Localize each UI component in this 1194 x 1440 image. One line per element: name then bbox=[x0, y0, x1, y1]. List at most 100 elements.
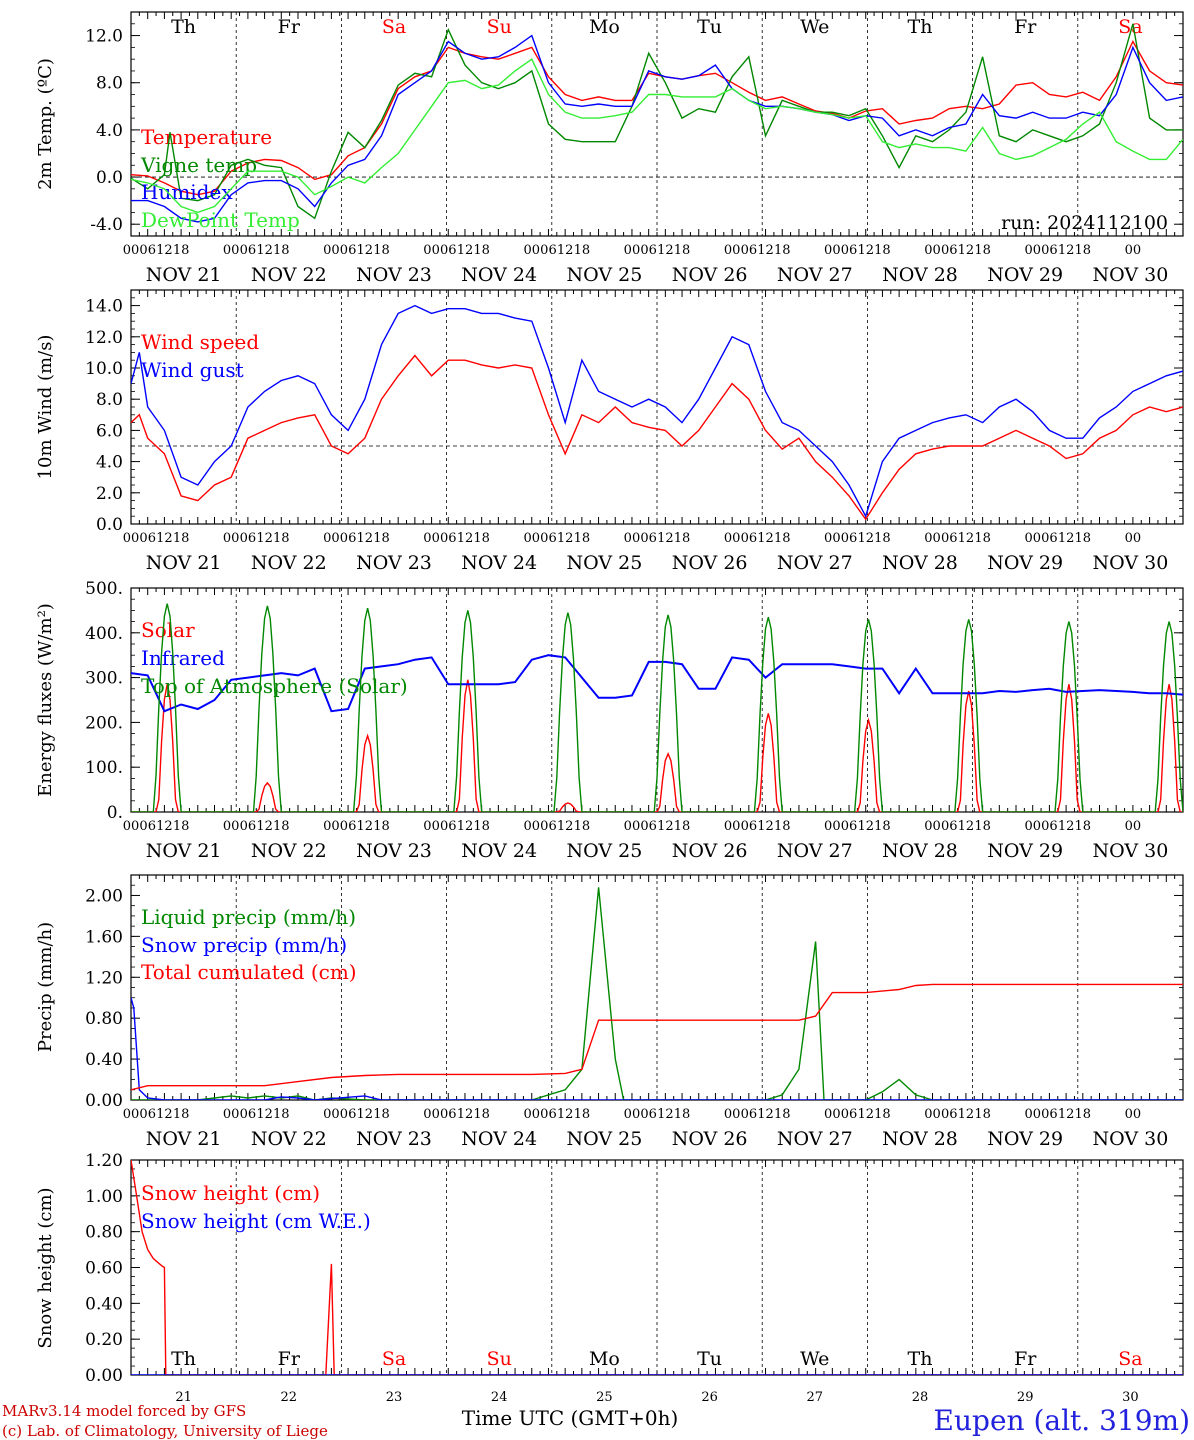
y-tick-label: 4.0 bbox=[96, 121, 123, 141]
hour-tick-label: 12 bbox=[557, 819, 574, 834]
date-label: NOV 22 bbox=[251, 840, 327, 862]
hour-tick-label: 12 bbox=[657, 243, 674, 258]
hour-tick-label: 12 bbox=[657, 531, 674, 546]
day-name-label: We bbox=[800, 1348, 829, 1370]
date-label: NOV 30 bbox=[1092, 552, 1168, 574]
legend-entry: Infrared bbox=[141, 646, 225, 670]
day-name-label: Mo bbox=[589, 16, 620, 38]
y-tick-label: 12.0 bbox=[85, 27, 123, 47]
plot-frame bbox=[130, 11, 1184, 237]
date-label: NOV 23 bbox=[356, 1128, 432, 1150]
date-label: NOV 23 bbox=[356, 840, 432, 862]
day-number-label: 28 bbox=[912, 1390, 929, 1405]
hour-tick-label: 00 bbox=[423, 819, 440, 834]
day-name-label: Tu bbox=[697, 16, 722, 38]
hour-tick-label: 18 bbox=[674, 1107, 691, 1122]
hour-tick-label: 00 bbox=[724, 531, 741, 546]
hour-tick-label: 18 bbox=[974, 531, 991, 546]
day-number-label: 27 bbox=[807, 1390, 824, 1405]
date-label: NOV 28 bbox=[882, 552, 958, 574]
hour-tick-label: 06 bbox=[841, 819, 858, 834]
day-name-label: Fr bbox=[278, 16, 301, 38]
y-tick-label: 2.0 bbox=[96, 484, 123, 504]
hour-tick-label: 12 bbox=[156, 1107, 173, 1122]
y-tick-label: 2.00 bbox=[85, 886, 123, 906]
day-number-label: 25 bbox=[596, 1390, 613, 1405]
hour-tick-label: 12 bbox=[156, 243, 173, 258]
series-line bbox=[131, 603, 1183, 812]
hour-tick-label: 18 bbox=[674, 531, 691, 546]
legend-entry: Vigne temp bbox=[140, 153, 257, 177]
day-name-label: Sa bbox=[1118, 1348, 1142, 1370]
date-label: NOV 25 bbox=[566, 552, 642, 574]
hour-tick-label: 00 bbox=[523, 531, 540, 546]
hour-tick-label: 18 bbox=[273, 243, 290, 258]
hour-tick-label: 12 bbox=[357, 1107, 374, 1122]
y-tick-label: 0.0 bbox=[96, 168, 123, 188]
hour-tick-label: 06 bbox=[640, 531, 657, 546]
day-name-label: Th bbox=[171, 16, 196, 38]
date-label: NOV 25 bbox=[566, 264, 642, 286]
date-label: NOV 25 bbox=[566, 1128, 642, 1150]
legend-entry: Snow height (cm) bbox=[141, 1181, 320, 1205]
x-axis-title: Time UTC (GMT+0h) bbox=[462, 1406, 679, 1430]
hour-tick-label: 00 bbox=[423, 1107, 440, 1122]
series-line bbox=[131, 983, 1183, 1091]
date-label: NOV 25 bbox=[566, 840, 642, 862]
hour-tick-label: 18 bbox=[774, 243, 791, 258]
hour-tick-label: 00 bbox=[1125, 819, 1142, 834]
hour-tick-label: 18 bbox=[574, 531, 591, 546]
hour-tick-label: 18 bbox=[473, 531, 490, 546]
date-label: NOV 28 bbox=[882, 840, 958, 862]
hour-tick-label: 06 bbox=[139, 1107, 156, 1122]
hour-tick-label: 06 bbox=[139, 531, 156, 546]
y-tick-label: 0.60 bbox=[85, 1259, 123, 1279]
y-tick-label: 1.60 bbox=[85, 927, 123, 947]
hour-tick-label: 00 bbox=[423, 531, 440, 546]
day-name-label: Sa bbox=[1118, 16, 1142, 38]
y-tick-label: 0.0 bbox=[96, 515, 123, 535]
date-label: NOV 23 bbox=[356, 264, 432, 286]
y-tick-label: 0.00 bbox=[85, 1091, 123, 1111]
hour-tick-label: 18 bbox=[874, 819, 891, 834]
hour-tick-label: 00 bbox=[824, 243, 841, 258]
date-label: NOV 21 bbox=[146, 840, 222, 862]
date-label: NOV 29 bbox=[987, 264, 1063, 286]
hour-tick-label: 06 bbox=[440, 1107, 457, 1122]
hour-tick-label: 00 bbox=[123, 531, 140, 546]
hour-tick-label: 06 bbox=[841, 243, 858, 258]
hour-tick-label: 00 bbox=[523, 819, 540, 834]
y-tick-label: 4.0 bbox=[96, 453, 123, 473]
hour-tick-label: 18 bbox=[974, 819, 991, 834]
hour-tick-label: 18 bbox=[373, 819, 390, 834]
legend-entry: Top of Atmosphere (Solar) bbox=[141, 674, 408, 698]
hour-tick-label: 00 bbox=[624, 531, 641, 546]
hour-tick-label: 00 bbox=[924, 531, 941, 546]
hour-tick-label: 12 bbox=[958, 531, 975, 546]
day-name-label: Su bbox=[487, 1348, 512, 1370]
hour-tick-label: 12 bbox=[958, 819, 975, 834]
day-number-label: 23 bbox=[386, 1390, 403, 1405]
credit-line-model: MARv3.14 model forced by GFS bbox=[2, 1402, 246, 1420]
hour-tick-label: 06 bbox=[139, 819, 156, 834]
y-axis-label: Energy fluxes (W/m²) bbox=[35, 603, 56, 797]
legend-entry: Wind speed bbox=[141, 330, 259, 354]
y-tick-label: 0.00 bbox=[85, 1366, 123, 1386]
hour-tick-label: 00 bbox=[1024, 243, 1041, 258]
date-label: NOV 26 bbox=[672, 1128, 748, 1150]
day-name-label: Th bbox=[908, 1348, 933, 1370]
hour-tick-label: 18 bbox=[273, 531, 290, 546]
hour-tick-label: 06 bbox=[440, 819, 457, 834]
hour-tick-label: 12 bbox=[557, 1107, 574, 1122]
day-name-label: Th bbox=[171, 1348, 196, 1370]
y-tick-label: 10.0 bbox=[85, 359, 123, 379]
hour-tick-label: 00 bbox=[1125, 531, 1142, 546]
chart-panel-3: 500. 400. 300. 200. 100. 0. Energy fluxes (W/m… bbox=[35, 579, 1184, 862]
hour-tick-label: 18 bbox=[173, 531, 190, 546]
date-label: NOV 30 bbox=[1092, 264, 1168, 286]
hour-tick-label: 12 bbox=[457, 243, 474, 258]
date-label: NOV 30 bbox=[1092, 840, 1168, 862]
date-label: NOV 26 bbox=[672, 552, 748, 574]
